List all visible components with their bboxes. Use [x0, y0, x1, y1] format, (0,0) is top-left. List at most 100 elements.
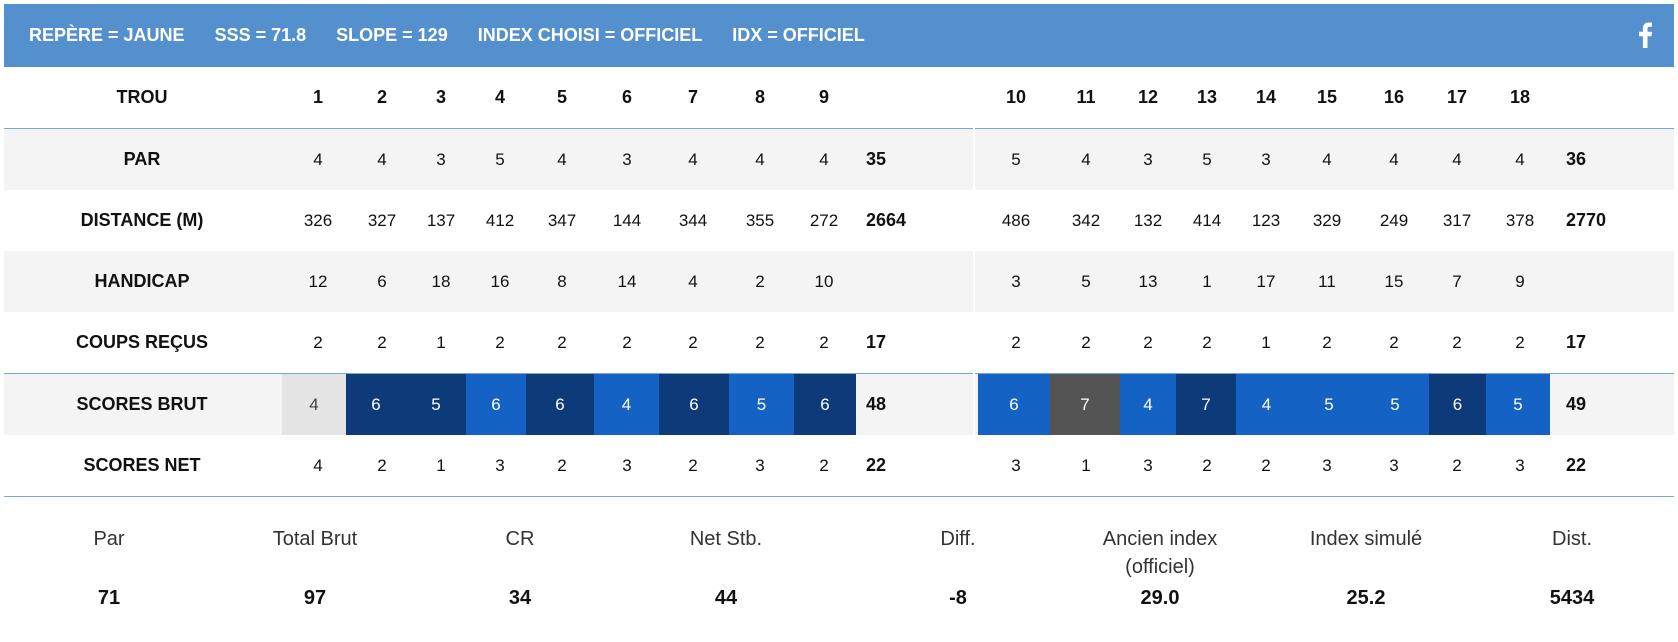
hole-number: 6	[621, 87, 632, 107]
back-nine-total: 36	[1566, 149, 1587, 169]
handicap-cell: 5	[1081, 271, 1091, 291]
coups-recus-cell: 2	[377, 332, 387, 352]
coups-recus-cell: 2	[1143, 332, 1153, 352]
par-cell: 4	[313, 149, 323, 169]
row-par: PAR 4 4 3 5 4 3 4 4 4 5 4 3 5 3 4 4 4 4 35 36	[4, 129, 1674, 190]
par-cell: 4	[1322, 149, 1332, 169]
summary-dist: Dist. 5434	[1487, 525, 1657, 610]
score-brut-cell: 5	[1486, 374, 1550, 435]
score-net-cell: 3	[495, 455, 505, 475]
score-net-cell: 3	[1389, 455, 1399, 475]
score-net-cell: 2	[1202, 455, 1212, 475]
coups-recus-cell: 2	[755, 332, 765, 352]
hole-number: 15	[1316, 87, 1338, 107]
score-net-cell: 2	[688, 455, 698, 475]
par-cell: 5	[1011, 149, 1021, 169]
score-brut-cell: 5	[1297, 374, 1361, 435]
front-nine-total: 48	[866, 394, 887, 414]
front-nine-total: 2664	[866, 210, 907, 230]
summary-total-brut: Total Brut 97	[230, 525, 400, 610]
hole-number: 2	[376, 87, 387, 107]
handicap-cell: 15	[1384, 271, 1404, 291]
back-nine-total: 22	[1566, 455, 1587, 475]
hole-number: 16	[1383, 87, 1405, 107]
distance-cell: 329	[1312, 210, 1342, 230]
score-brut-cell: 4	[1236, 374, 1297, 435]
front-nine-total: 17	[866, 332, 887, 352]
distance-cell: 137	[426, 210, 456, 230]
par-cell: 3	[1261, 149, 1271, 169]
summary-footer: Par 71 Total Brut 97 CR 34 Net Stb. 44 D…	[4, 500, 1674, 630]
handicap-cell: 2	[755, 271, 765, 291]
distance-cell: 132	[1133, 210, 1163, 230]
distance-cell: 412	[485, 210, 515, 230]
hole-number: 17	[1446, 87, 1468, 107]
distance-cell: 378	[1505, 210, 1535, 230]
summary-label: Index simulé	[1309, 528, 1423, 550]
summary-label: CR	[505, 528, 535, 550]
row-label: SCORES BRUT	[76, 394, 208, 414]
facebook-icon[interactable]	[1636, 22, 1654, 48]
row-trou: TROU 1 2 3 4 5 6 7 8 9 10 11 12 13 14 15 16 17 18	[4, 67, 1674, 129]
score-net-cell: 2	[557, 455, 567, 475]
score-net-cell: 1	[436, 455, 446, 475]
coups-recus-cell: 2	[1081, 332, 1091, 352]
header-idx: IDX = OFFICIEL	[732, 25, 865, 45]
coups-recus-cell: 2	[1202, 332, 1212, 352]
score-brut-cell: 6	[466, 374, 526, 435]
score-brut-cell: 5	[1361, 374, 1429, 435]
par-cell: 4	[755, 149, 765, 169]
header-tee: REPÈRE = JAUNE	[29, 25, 185, 45]
handicap-cell: 10	[814, 271, 834, 291]
coups-recus-cell: 2	[1452, 332, 1462, 352]
distance-cell: 342	[1071, 210, 1101, 230]
hole-number: 14	[1255, 87, 1277, 107]
row-label: HANDICAP	[94, 271, 190, 291]
par-cell: 4	[1515, 149, 1525, 169]
handicap-cell: 16	[490, 271, 510, 291]
distance-cell: 272	[809, 210, 839, 230]
coups-recus-cell: 1	[436, 332, 446, 352]
distance-cell: 347	[547, 210, 577, 230]
score-net-cell: 1	[1081, 455, 1091, 475]
hole-number: 11	[1076, 87, 1096, 107]
score-brut-cell: 5	[729, 374, 794, 435]
distance-cell: 327	[367, 210, 397, 230]
handicap-cell: 18	[431, 271, 451, 291]
distance-cell: 355	[745, 210, 775, 230]
score-net-cell: 3	[1143, 455, 1153, 475]
row-distance: DISTANCE (M) 326 327 137 412 347 144 344 355 272…	[4, 190, 1674, 251]
par-cell: 3	[622, 149, 632, 169]
hole-number: 10	[1005, 87, 1027, 107]
score-net-cell: 4	[313, 455, 323, 475]
hole-number: 5	[556, 87, 567, 107]
hole-number: 3	[435, 87, 446, 107]
score-net-cell: 3	[1515, 455, 1525, 475]
coups-recus-cell: 2	[495, 332, 505, 352]
score-net-cell: 3	[622, 455, 632, 475]
coups-recus-cell: 2	[1322, 332, 1332, 352]
summary-index-simule: Index simulé 25.2	[1281, 525, 1451, 610]
coups-recus-cell: 2	[819, 332, 829, 352]
par-cell: 4	[1081, 149, 1091, 169]
score-brut-cell: 7	[1050, 374, 1120, 435]
row-label: PAR	[123, 149, 161, 169]
summary-value: 25.2	[1346, 587, 1386, 609]
row-label: SCORES NET	[83, 455, 201, 475]
front-nine-total: 35	[866, 149, 887, 169]
row-scores-net: SCORES NET 4 2 1 3 2 3 2 3 2 3 1 3 2 2 3 3 2 3 22 22	[4, 435, 1674, 497]
summary-label: Diff.	[940, 528, 976, 550]
score-brut-cell: 6	[794, 374, 856, 435]
header-slope: SLOPE = 129	[336, 25, 448, 45]
back-nine-total: 2770	[1566, 210, 1607, 230]
handicap-cell: 13	[1138, 271, 1158, 291]
handicap-cell: 12	[308, 271, 328, 291]
back-nine-total: 49	[1566, 394, 1587, 414]
score-brut-cell: 6	[346, 374, 406, 435]
distance-cell: 486	[1001, 210, 1031, 230]
coups-recus-cell: 2	[313, 332, 323, 352]
row-coups-recus: COUPS REÇUS 2 2 1 2 2 2 2 2 2 2 2 2 2 1 2 2 2 2 17 17	[4, 312, 1674, 373]
summary-ancien-index: Ancien index (officiel) 29.0	[1075, 525, 1245, 610]
score-net-cell: 2	[819, 455, 829, 475]
par-cell: 4	[1452, 149, 1462, 169]
